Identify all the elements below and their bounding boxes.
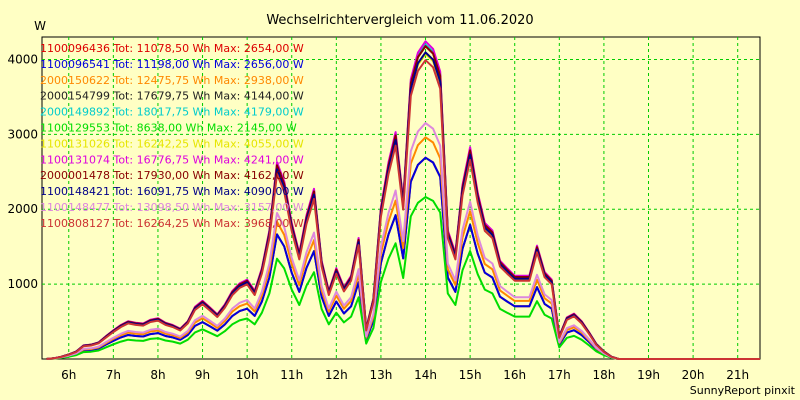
legend-entry-1100131026: 1100131026 Tot: 16242,25 Wh Max: 4055,00… [40, 137, 304, 150]
x-tick-label: 14h [414, 368, 437, 382]
legend-entry-2000150622: 2000150622 Tot: 12475,75 Wh Max: 2938,00… [40, 74, 304, 87]
x-tick-label: 13h [369, 368, 392, 382]
x-tick-label: 9h [195, 368, 210, 382]
x-tick-label: 12h [325, 368, 348, 382]
axes: 6h 7h 8h 9h 10h 11h 12h 13h 14h 15h 16h 17h 18h 19h 20… [7, 52, 749, 382]
legend-entry-1100129553: 1100129553 Tot: 8638,00 Wh Max: 2145,00 … [40, 122, 297, 135]
legend-entry-1100096436: 1100096436 Tot: 11078,50 Wh Max: 2654,00… [40, 42, 304, 55]
y-tick-label: 2000 [7, 202, 38, 216]
legend-entry-1100131074: 1100131074 Tot: 16776,75 Wh Max: 4241,00… [40, 153, 304, 166]
x-tick-label: 17h [548, 368, 571, 382]
x-tick-label: 6h [61, 368, 76, 382]
legend-entry-2000001478: 2000001478 Tot: 17930,00 Wh Max: 4162,00… [40, 169, 304, 182]
chart-title: Wechselrichtervergleich vom 11.06.2020 [266, 13, 533, 28]
legend-entry-1100096541: 1100096541 Tot: 11198,00 Wh Max: 2656,00… [40, 58, 304, 71]
legend-entry-1100148477: 1100148477 Tot: 13098,50 Wh Max: 3157,00… [40, 201, 304, 214]
x-tick-label: 20h [682, 368, 705, 382]
x-tick-label: 7h [106, 368, 121, 382]
legend: 1100096436 Tot: 11078,50 Wh Max: 2654,00… [40, 42, 304, 230]
x-tick-label: 15h [459, 368, 482, 382]
y-tick-label: 3000 [7, 127, 38, 141]
x-tick-label: 21h [726, 368, 749, 382]
legend-entry-2000149892: 2000149892 Tot: 18017,75 Wh Max: 4179,00… [40, 106, 304, 119]
x-tick-label: 10h [236, 368, 259, 382]
legend-entry-1100148421: 1100148421 Tot: 16091,75 Wh Max: 4090,00… [40, 185, 304, 198]
y-tick-label: 1000 [7, 277, 38, 291]
x-tick-label: 18h [592, 368, 615, 382]
x-tick-label: 11h [280, 368, 303, 382]
y-tick-label: 4000 [7, 52, 38, 66]
legend-entry-2000154799: 2000154799 Tot: 17679,75 Wh Max: 4144,00… [40, 90, 304, 103]
series-line-1100808127 [46, 59, 760, 360]
footer-credit: SunnyReport pinxit [690, 384, 796, 397]
x-tick-label: 16h [503, 368, 526, 382]
y-axis-label: W [34, 19, 46, 33]
x-tick-label: 19h [637, 368, 660, 382]
legend-entry-1100808127: 1100808127 Tot: 16264,25 Wh Max: 3968,00… [40, 217, 304, 230]
x-tick-label: 8h [150, 368, 165, 382]
series-lines [46, 40, 760, 360]
